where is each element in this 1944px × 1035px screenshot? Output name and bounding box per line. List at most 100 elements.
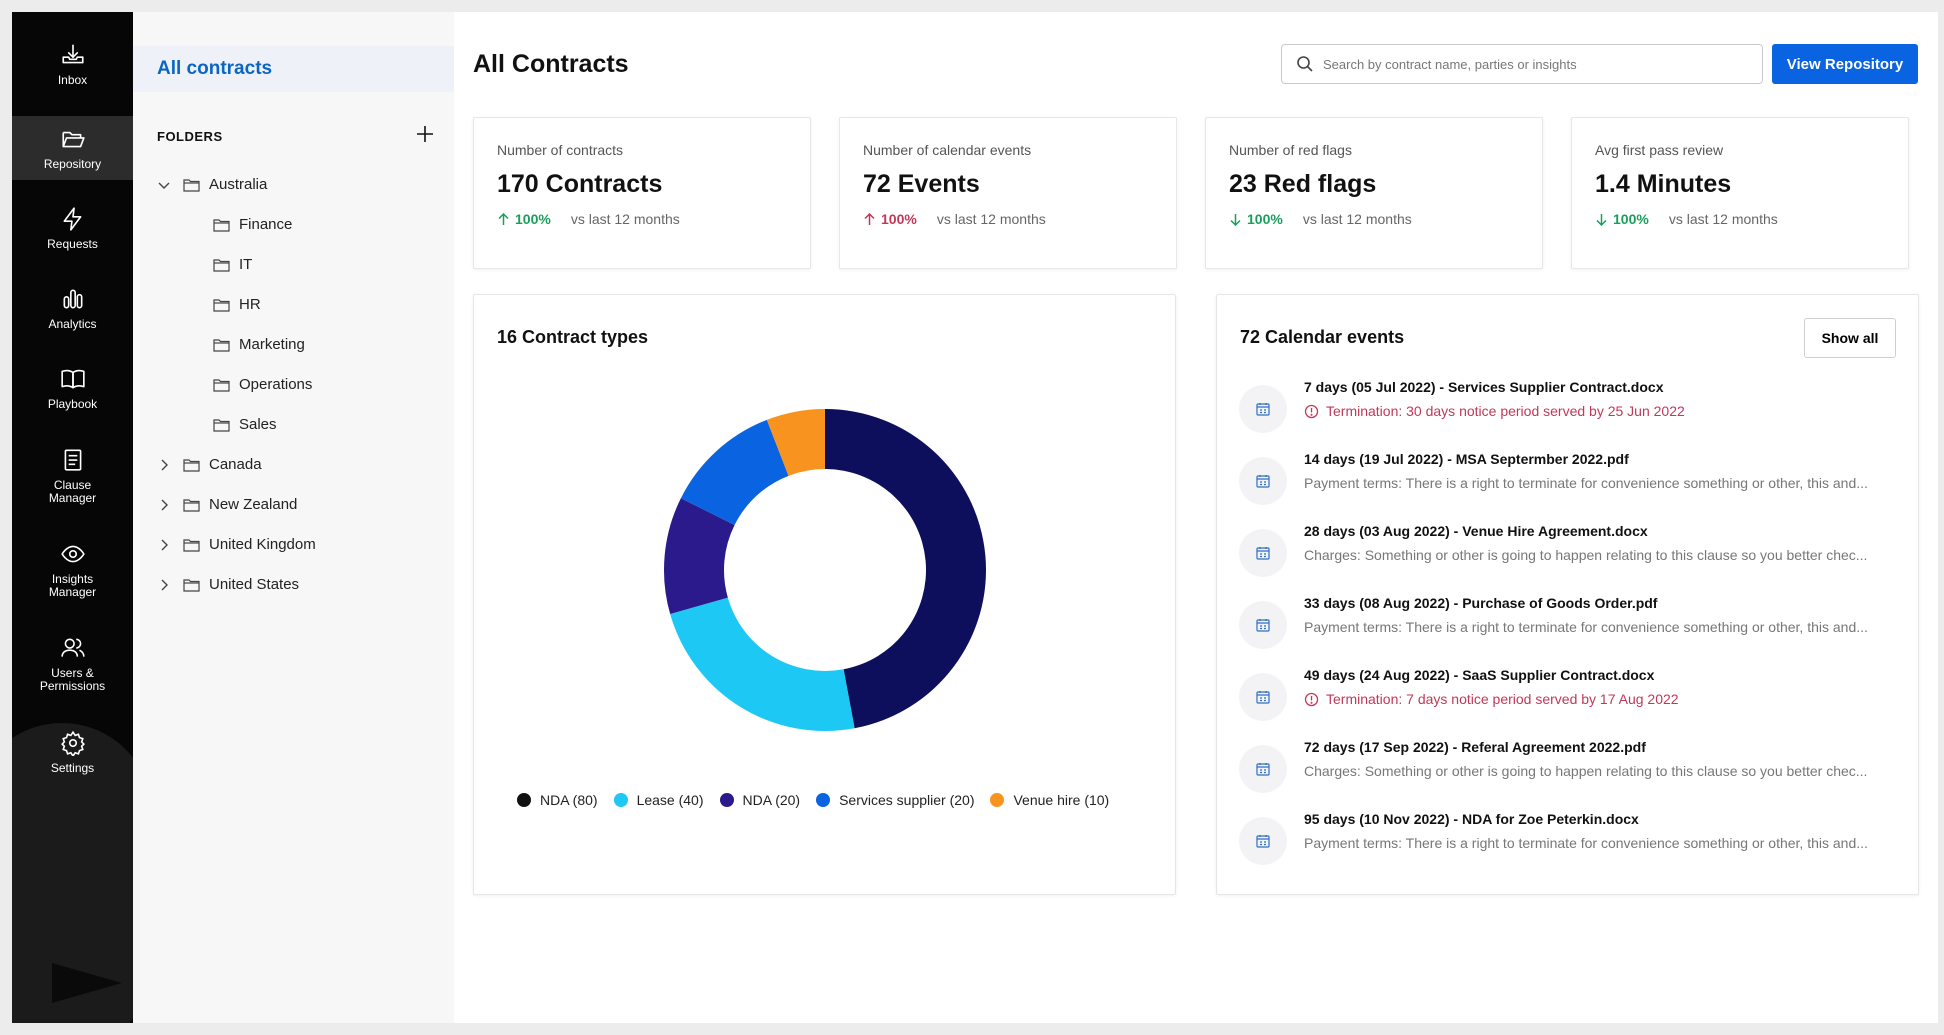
donut-slice-lease[interactable] (670, 597, 855, 731)
folder-united-kingdom[interactable]: United Kingdom (157, 536, 316, 553)
calendar-icon (1256, 763, 1270, 776)
calendar-event-item[interactable]: 14 days (19 Jul 2022) - MSA Septermber 2… (1239, 451, 1899, 511)
chevron-right-icon[interactable] (157, 458, 171, 472)
search-icon (1297, 56, 1313, 72)
book-icon (60, 369, 85, 388)
calendar-icon (1256, 475, 1270, 488)
view-repository-button[interactable]: View Repository (1772, 44, 1918, 84)
nav-clause-manager[interactable]: Clause Manager (12, 444, 133, 508)
folder-icon (183, 578, 200, 592)
legend-swatch (990, 793, 1005, 807)
nav-insights-manager-label: Insights Manager (48, 572, 97, 599)
folder-label: Marketing (239, 336, 305, 353)
legend-label: NDA (80) (540, 792, 598, 808)
event-title[interactable]: 14 days (19 Jul 2022) - MSA Septermber 2… (1304, 451, 1629, 467)
folder-canada[interactable]: Canada (157, 456, 262, 473)
stat-value: 1.4 Minutes (1595, 170, 1732, 198)
folder-operations[interactable]: Operations (213, 376, 312, 393)
folder-icon (213, 218, 230, 232)
folder-australia[interactable]: Australia (157, 176, 267, 193)
event-title[interactable]: 7 days (05 Jul 2022) - Services Supplier… (1304, 379, 1664, 395)
decorative-triangle (52, 963, 122, 1003)
donut-slice-nda[interactable] (825, 409, 987, 729)
folder-marketing[interactable]: Marketing (213, 336, 305, 353)
chevron-down-icon[interactable] (157, 178, 171, 192)
page-title: All Contracts (473, 50, 629, 78)
folder-finance[interactable]: Finance (213, 216, 292, 233)
main-nav: Inbox Repository Requests Analytics Play… (12, 12, 133, 1023)
nav-analytics[interactable]: Analytics (12, 276, 133, 340)
warning-circle-icon (1304, 404, 1319, 418)
chevron-right-icon[interactable] (157, 538, 171, 552)
folder-label: Sales (239, 416, 277, 433)
chevron-right-icon[interactable] (157, 498, 171, 512)
calendar-event-item[interactable]: 49 days (24 Aug 2022) - SaaS Supplier Co… (1239, 667, 1899, 727)
folder-label: Australia (209, 176, 268, 193)
event-title[interactable]: 28 days (03 Aug 2022) - Venue Hire Agree… (1304, 523, 1648, 539)
nav-settings[interactable]: Settings (12, 720, 133, 784)
folder-it[interactable]: IT (213, 256, 252, 273)
donut-slice-nda[interactable] (664, 498, 735, 615)
show-all-button[interactable]: Show all (1804, 318, 1896, 358)
legend-swatch (719, 793, 734, 807)
contract-types-donut-chart (664, 409, 987, 731)
event-icon-circle (1239, 385, 1287, 433)
event-description: Payment terms: There is a right to termi… (1304, 619, 1896, 635)
folder-icon (183, 498, 200, 512)
event-title[interactable]: 72 days (17 Sep 2022) - Referal Agreemen… (1304, 739, 1646, 755)
calendar-icon (1256, 619, 1270, 632)
legend-label: Venue hire (10) (1013, 792, 1110, 808)
legend-item: Services supplier (20) (816, 792, 974, 808)
nav-analytics-label: Analytics (48, 316, 97, 331)
folder-label: Finance (239, 216, 293, 233)
folder-sales[interactable]: Sales (213, 416, 277, 433)
event-icon-circle (1239, 745, 1287, 793)
nav-repository-label: Repository (43, 156, 102, 171)
calendar-event-item[interactable]: 95 days (10 Nov 2022) - NDA for Zoe Pete… (1239, 811, 1899, 871)
donut-slice-venue-hire[interactable] (766, 409, 825, 476)
stat-label: Number of calendar events (863, 142, 1032, 158)
calendar-event-item[interactable]: 33 days (08 Aug 2022) - Purchase of Good… (1239, 595, 1899, 655)
event-icon-circle (1239, 673, 1287, 721)
folder-icon (213, 338, 230, 352)
event-description-text: Termination: 30 days notice period serve… (1326, 403, 1685, 419)
calendar-event-item[interactable]: 72 days (17 Sep 2022) - Referal Agreemen… (1239, 739, 1899, 799)
stat-card-events: Number of calendar events 72 Events 100%… (839, 117, 1177, 269)
stat-compare: vs last 12 months (570, 211, 680, 227)
folder-label: Canada (209, 456, 262, 473)
folder-icon (183, 178, 200, 192)
calendar-event-item[interactable]: 7 days (05 Jul 2022) - Services Supplier… (1239, 379, 1899, 439)
stat-compare: vs last 12 months (1302, 211, 1412, 227)
arrow-up-icon (864, 212, 875, 225)
users-icon (60, 638, 85, 657)
nav-requests[interactable]: Requests (12, 196, 133, 260)
event-title[interactable]: 95 days (10 Nov 2022) - NDA for Zoe Pete… (1304, 811, 1639, 827)
nav-users-permissions-label: Users & Permissions (39, 666, 106, 693)
all-contracts-link[interactable]: All contracts (133, 46, 454, 92)
calendar-icon (1256, 403, 1270, 416)
nav-inbox-label: Inbox (57, 72, 88, 87)
folder-icon (183, 538, 200, 552)
warning-circle-icon (1304, 692, 1319, 706)
stat-delta: 100% vs last 12 months (863, 211, 1153, 227)
folder-new-zealand[interactable]: New Zealand (157, 496, 297, 513)
nav-insights-manager[interactable]: Insights Manager (12, 538, 133, 602)
stat-percent: 100% (515, 211, 551, 227)
legend-swatch (816, 793, 831, 807)
stat-delta: 100% vs last 12 months (1595, 211, 1885, 227)
folder-hr[interactable]: HR (213, 296, 261, 313)
add-folder-icon[interactable] (415, 124, 435, 144)
nav-repository[interactable]: Repository (12, 116, 133, 180)
donut-slice-services-supplier[interactable] (680, 419, 789, 525)
folder-label: HR (239, 296, 261, 313)
search-box[interactable] (1281, 44, 1763, 84)
search-input[interactable] (1323, 56, 1743, 72)
nav-playbook[interactable]: Playbook (12, 356, 133, 420)
nav-users-permissions[interactable]: Users & Permissions (12, 632, 133, 696)
event-title[interactable]: 33 days (08 Aug 2022) - Purchase of Good… (1304, 595, 1658, 611)
folder-united-states[interactable]: United States (157, 576, 299, 593)
chevron-right-icon[interactable] (157, 578, 171, 592)
calendar-event-item[interactable]: 28 days (03 Aug 2022) - Venue Hire Agree… (1239, 523, 1899, 583)
nav-inbox[interactable]: Inbox (12, 32, 133, 96)
event-title[interactable]: 49 days (24 Aug 2022) - SaaS Supplier Co… (1304, 667, 1655, 683)
